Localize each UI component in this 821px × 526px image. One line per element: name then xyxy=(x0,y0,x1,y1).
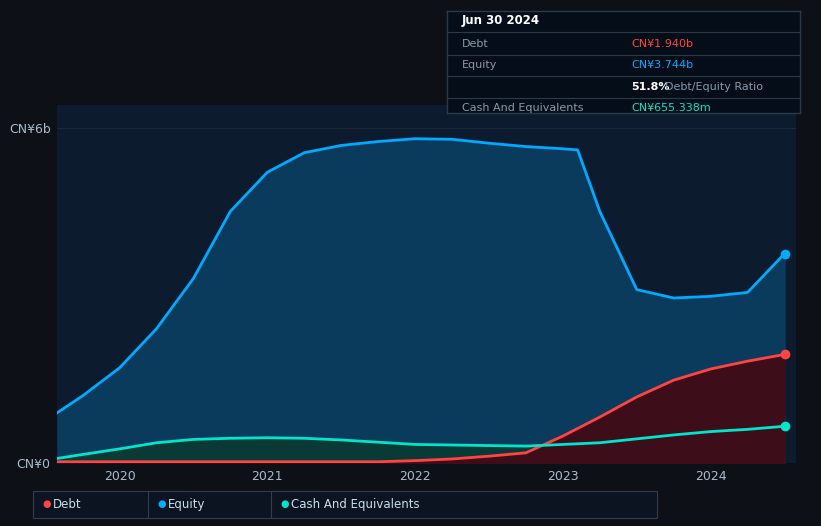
Text: Jun 30 2024: Jun 30 2024 xyxy=(461,14,539,27)
Text: Equity: Equity xyxy=(461,60,497,70)
Text: CN¥655.338m: CN¥655.338m xyxy=(631,103,711,113)
Text: Debt: Debt xyxy=(53,498,82,511)
Text: Debt/Equity Ratio: Debt/Equity Ratio xyxy=(664,82,763,92)
Text: 51.8%: 51.8% xyxy=(631,82,669,92)
Text: Equity: Equity xyxy=(168,498,206,511)
Text: Cash And Equivalents: Cash And Equivalents xyxy=(291,498,420,511)
Text: ●: ● xyxy=(158,499,166,510)
Text: CN¥3.744b: CN¥3.744b xyxy=(631,60,693,70)
Text: CN¥1.940b: CN¥1.940b xyxy=(631,39,693,49)
Text: Debt: Debt xyxy=(461,39,488,49)
Text: ●: ● xyxy=(43,499,51,510)
Text: Cash And Equivalents: Cash And Equivalents xyxy=(461,103,583,113)
Text: ●: ● xyxy=(281,499,289,510)
